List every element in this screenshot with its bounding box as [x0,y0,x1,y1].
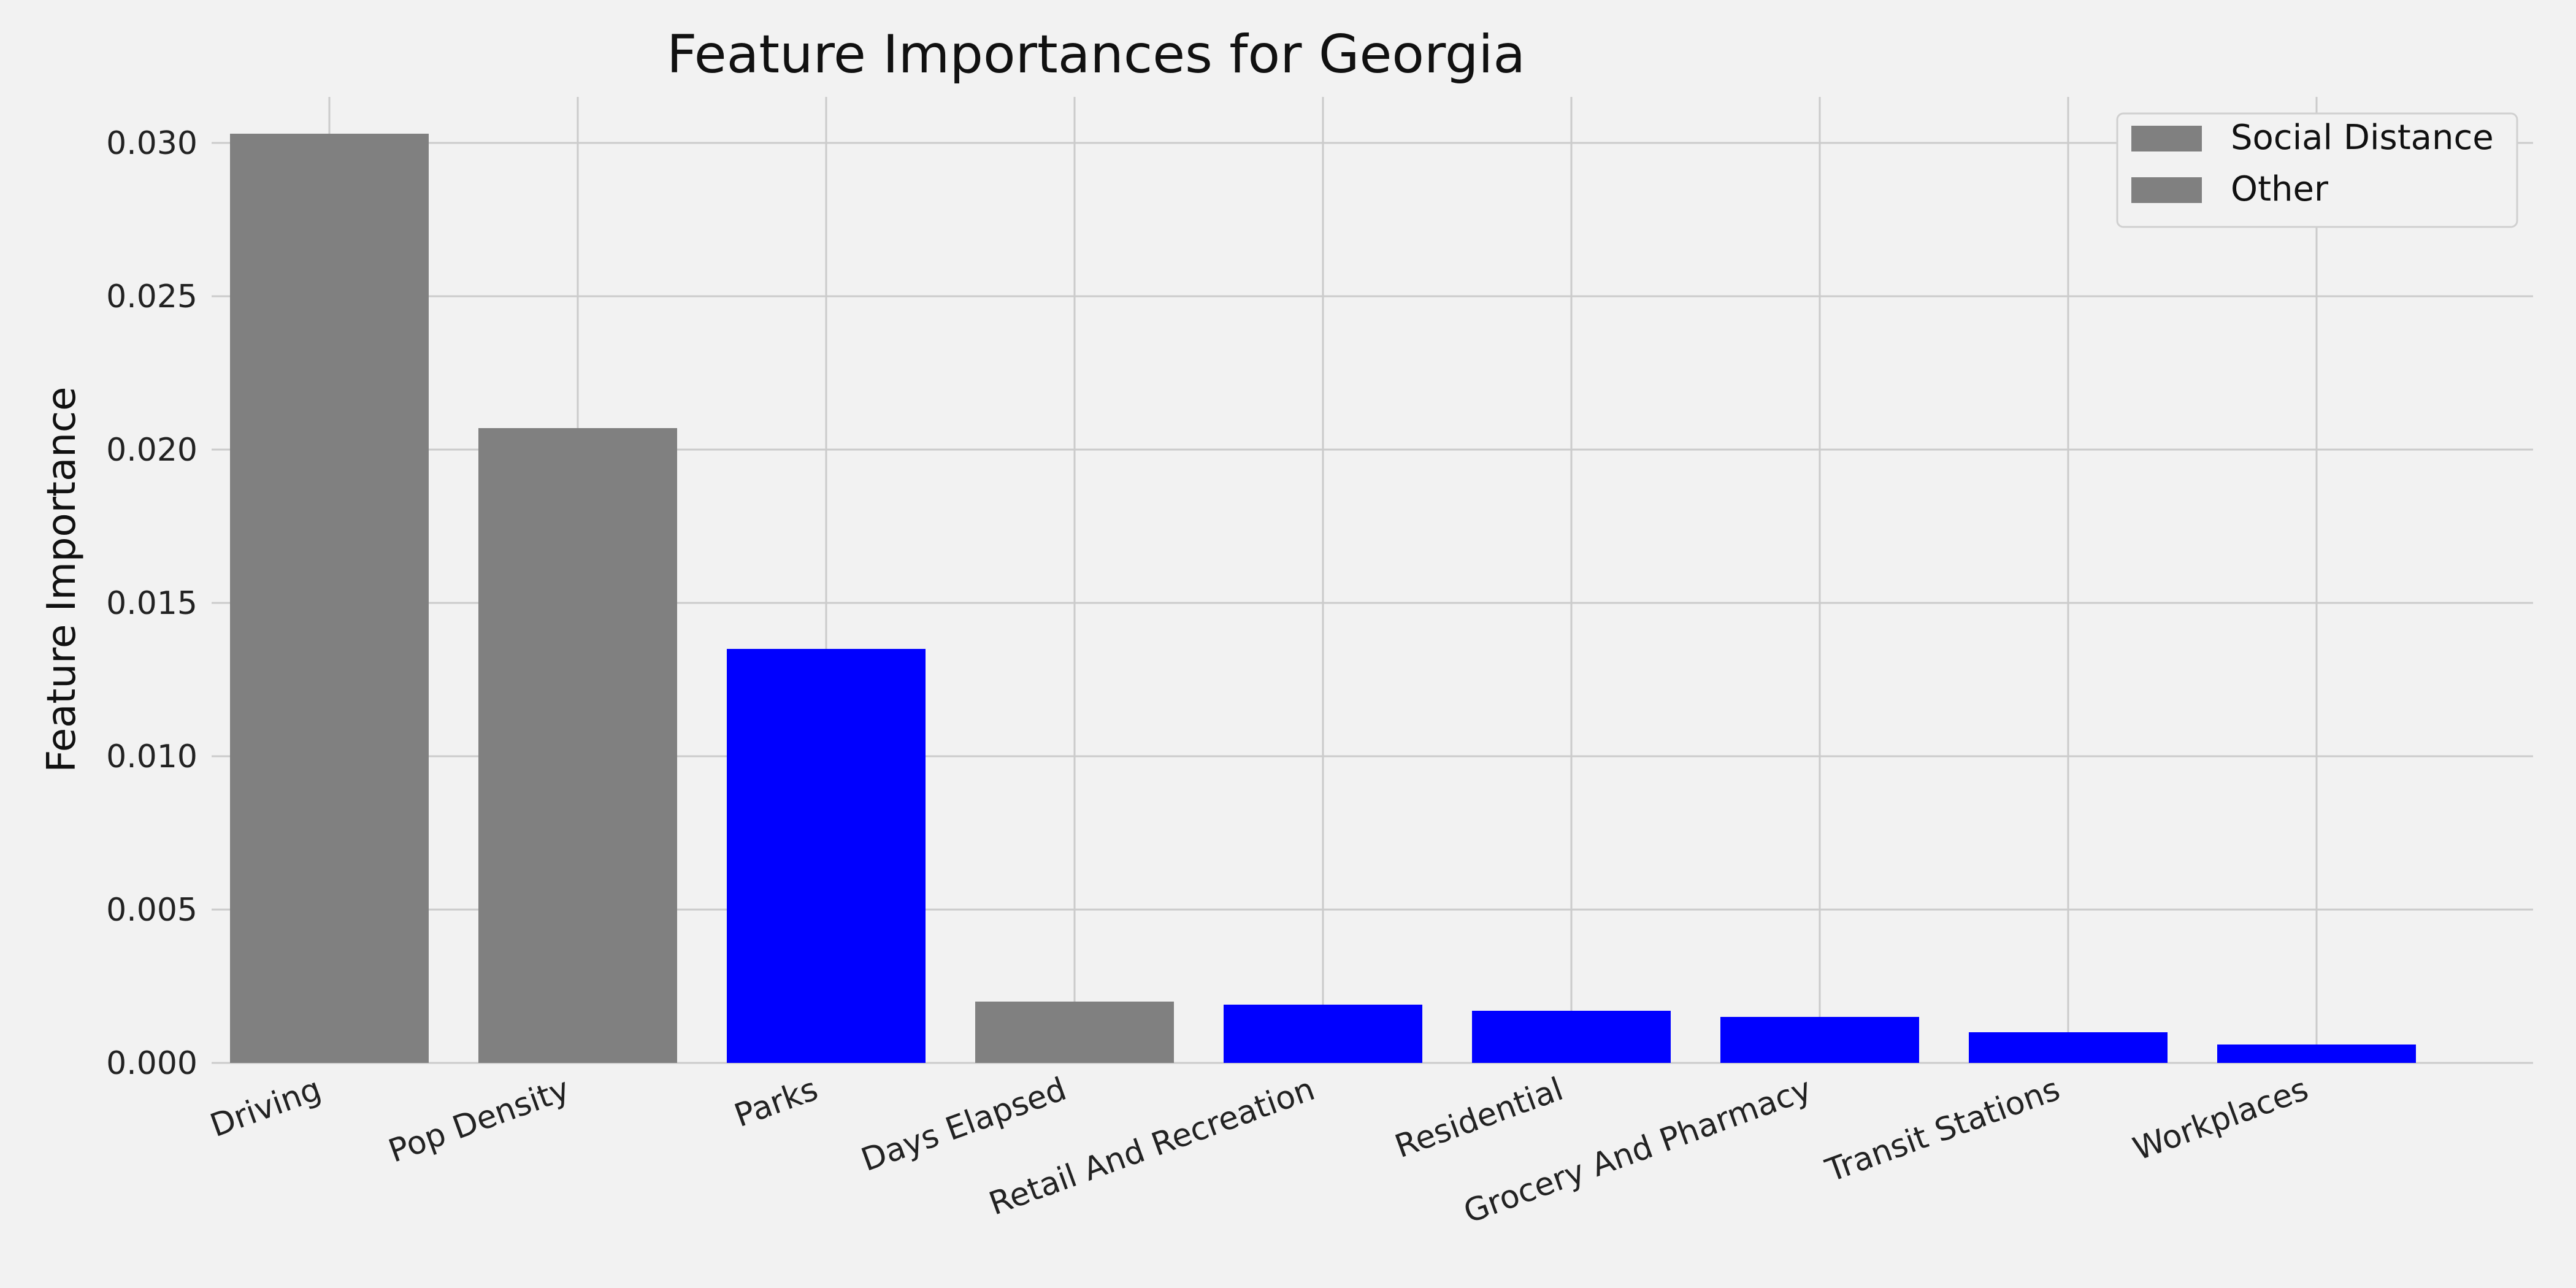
y-axis-label: Feature Importance [39,387,85,773]
y-tick-label: 0.015 [106,585,197,622]
legend-swatch [2131,177,2202,203]
x-tick-label: Workplaces [2128,1071,2313,1168]
legend: Social Distance Other [2116,112,2518,228]
bar [1969,1032,2168,1063]
x-tick-label: Days Elapsed [856,1071,1071,1179]
bar [1472,1011,1671,1063]
x-tick-label: Parks [730,1071,823,1135]
x-tick-label: Driving [205,1071,326,1144]
bar [230,134,429,1063]
x-tick-labels: Driving Pop Density Parks Days ElapsedRetai… [205,1071,2313,1231]
legend-label: Social Distance [2231,118,2494,158]
x-tick-label: Pop Density [384,1071,574,1170]
bar [1224,1005,1422,1063]
y-tick-label: 0.020 [106,432,197,469]
bar [975,1002,1174,1063]
legend-label: Other [2231,169,2329,209]
y-tick-label: 0.030 [106,125,197,162]
x-tick-label: Transit Stations [1820,1071,2064,1190]
x-tick-label: Residential [1390,1071,1568,1165]
chart-title: Feature Importances for Georgia [667,24,1525,85]
bar [2217,1045,2416,1063]
bar [478,428,677,1063]
legend-swatch [2131,126,2202,151]
y-tick-label: 0.010 [106,738,197,775]
y-tick-label: 0.000 [106,1045,197,1082]
bar [727,649,926,1063]
bar [1720,1017,1919,1063]
y-tick-label: 0.025 [106,278,197,315]
legend-box [2116,112,2518,228]
y-tick-label: 0.005 [106,892,197,929]
y-tick-labels: 0.000 0.005 0.010 0.015 0.020 0.025 0.030 [106,125,197,1082]
bars [230,134,2416,1063]
